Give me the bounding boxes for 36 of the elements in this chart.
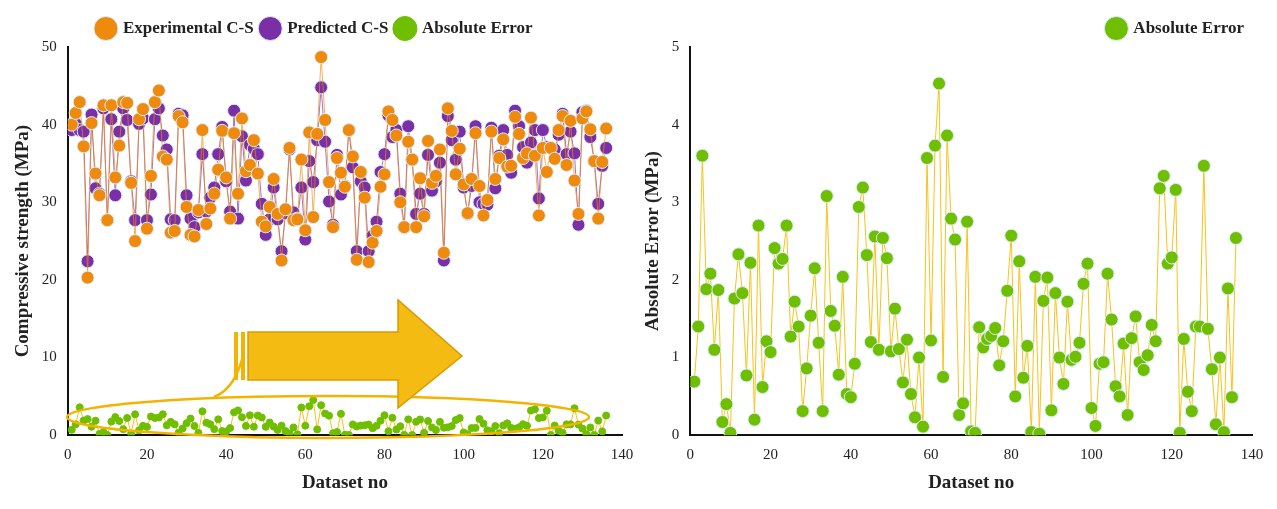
y-tick-label: 5	[671, 37, 680, 54]
legend-label: Predicted C-S	[287, 17, 389, 37]
y-tick-label: 3	[671, 193, 680, 210]
x-tick-label: 60	[923, 446, 939, 463]
x-tick-label: 80	[376, 446, 392, 463]
y-axis-title: Compressive strength (MPa)	[11, 124, 34, 358]
y-tick-label: 0	[49, 426, 57, 443]
x-tick-label: 20	[763, 446, 779, 463]
y-tick-label: 2	[671, 270, 680, 287]
x-tick-label: 140	[610, 446, 634, 463]
x-tick-label: 140	[1240, 446, 1264, 463]
y-tick-label: 1	[671, 348, 680, 365]
legend-label: Experimental C-S	[122, 17, 254, 37]
x-tick-label: 100	[452, 446, 475, 463]
y-tick-label: 50	[41, 37, 57, 54]
x-tick-label: 100	[1080, 446, 1103, 463]
legend-label: Absolute Error	[1133, 17, 1245, 37]
y-axis-title: Absolute Error (MPa)	[641, 151, 664, 331]
x-tick-label: 40	[218, 446, 234, 463]
y-tick-label: 4	[671, 115, 680, 132]
x-tick-label: 120	[1160, 446, 1184, 463]
x-tick-label: 0	[686, 446, 695, 463]
y-tick-label: 10	[41, 348, 57, 365]
x-tick-label: 20	[139, 446, 155, 463]
x-tick-label: 0	[64, 446, 72, 463]
x-axis-title: Dataset no	[301, 470, 388, 492]
y-tick-label: 30	[41, 193, 57, 210]
x-tick-label: 60	[297, 446, 313, 463]
y-tick-label: 0	[671, 426, 680, 443]
x-axis-title: Dataset no	[928, 470, 1015, 492]
x-tick-label: 80	[1003, 446, 1019, 463]
x-tick-label: 120	[531, 446, 555, 463]
x-tick-label: 40	[843, 446, 859, 463]
legend-label: Absolute Error	[421, 17, 534, 37]
y-tick-label: 20	[41, 270, 57, 287]
y-tick-label: 40	[41, 115, 57, 132]
